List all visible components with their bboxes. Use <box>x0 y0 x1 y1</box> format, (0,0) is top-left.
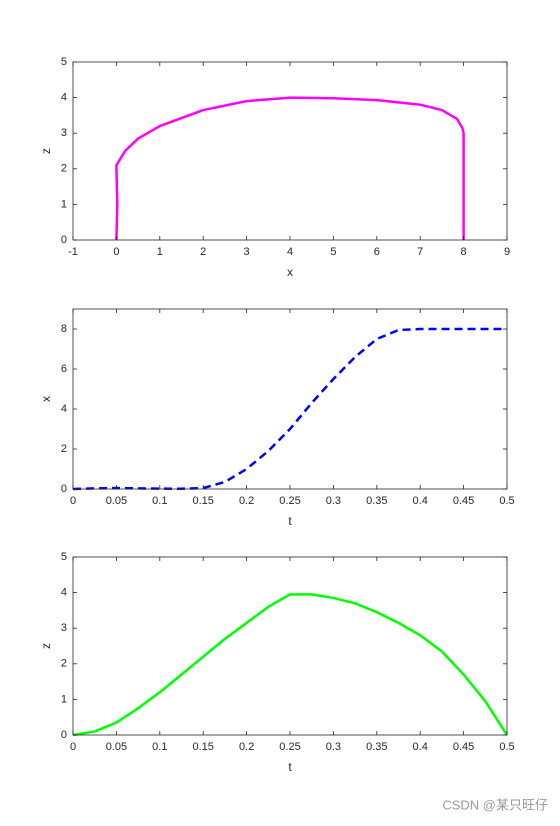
y-tick-label: 1 <box>61 198 67 210</box>
y-tick-label: 3 <box>61 127 67 139</box>
y-tick-label: 6 <box>61 363 67 375</box>
y-tick-label: 0 <box>61 483 67 495</box>
y-axis-label: z <box>39 643 53 649</box>
x-tick-label: 0 <box>70 495 76 507</box>
x-tick-label: 4 <box>287 246 293 258</box>
y-tick-label: 4 <box>61 92 67 104</box>
x-tick-label: -1 <box>68 246 78 258</box>
x-tick-label: 0.05 <box>106 495 127 507</box>
x-tick-label: 1 <box>157 246 163 258</box>
y-tick-label: 2 <box>61 163 67 175</box>
x-tick-label: 7 <box>417 246 423 258</box>
x-axis-label: t <box>288 760 292 774</box>
watermark: CSDN @某只旺仔 <box>442 797 548 812</box>
x-tick-label: 0.25 <box>279 741 300 753</box>
axes-background <box>73 309 507 489</box>
x-tick-label: 0.15 <box>192 741 213 753</box>
x-tick-label: 0.1 <box>152 741 167 753</box>
x-tick-label: 0.2 <box>239 495 254 507</box>
x-tick-label: 0.25 <box>279 495 300 507</box>
y-tick-label: 4 <box>61 403 67 415</box>
y-tick-label: 3 <box>61 622 67 634</box>
x-tick-label: 0.2 <box>239 741 254 753</box>
data-line <box>72 327 507 491</box>
x-tick-label: 9 <box>504 246 510 258</box>
x-tick-label: 0.45 <box>453 495 474 507</box>
axes-background <box>73 62 507 240</box>
y-tick-label: 8 <box>61 323 67 335</box>
x-tick-label: 0.5 <box>499 741 514 753</box>
x-tick-label: 0.3 <box>326 741 341 753</box>
y-tick-label: 2 <box>61 443 67 455</box>
x-tick-label: 0.4 <box>413 741 428 753</box>
x-axis-label: t <box>288 514 292 528</box>
x-tick-label: 3 <box>244 246 250 258</box>
x-tick-label: 0.4 <box>413 495 428 507</box>
x-tick-label: 5 <box>330 246 336 258</box>
y-tick-label: 0 <box>61 234 67 246</box>
x-tick-label: 8 <box>461 246 467 258</box>
x-axis-label: x <box>287 265 293 279</box>
x-tick-label: 0.1 <box>152 495 167 507</box>
x-tick-label: 0.15 <box>192 495 213 507</box>
y-tick-label: 1 <box>61 693 67 705</box>
x-tick-label: 0.5 <box>499 495 514 507</box>
x-tick-label: 0.35 <box>366 495 387 507</box>
y-axis-label: x <box>39 396 53 402</box>
x-tick-label: 0.3 <box>326 495 341 507</box>
x-tick-label: 6 <box>374 246 380 258</box>
data-line <box>72 593 509 737</box>
data-line <box>115 96 465 241</box>
x-tick-label: 2 <box>200 246 206 258</box>
y-tick-label: 5 <box>61 56 67 68</box>
x-tick-label: 0.35 <box>366 741 387 753</box>
x-tick-label: 0.45 <box>453 741 474 753</box>
x-tick-label: 0 <box>113 246 119 258</box>
y-tick-label: 2 <box>61 658 67 670</box>
y-tick-label: 4 <box>61 587 67 599</box>
y-axis-label: z <box>39 148 53 154</box>
x-tick-label: 0 <box>70 741 76 753</box>
y-tick-label: 5 <box>61 551 67 563</box>
x-tick-label: 0.05 <box>106 741 127 753</box>
y-tick-label: 0 <box>61 729 67 741</box>
